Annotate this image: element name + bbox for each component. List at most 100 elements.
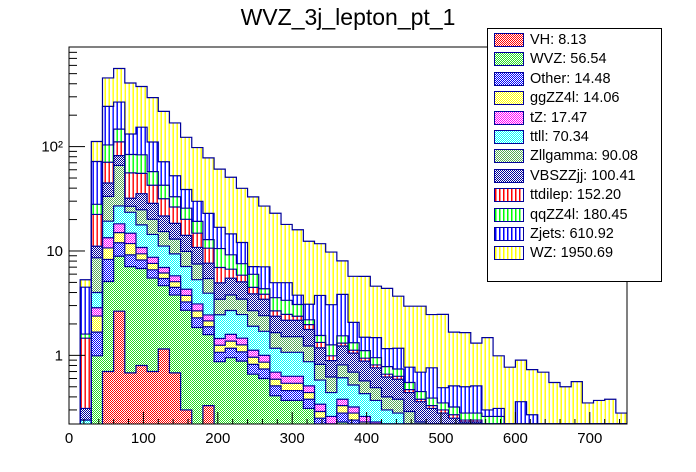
bar-qqzz4l-bin-7: [147, 171, 159, 186]
bar-ttdilep-bin-30: [403, 389, 415, 393]
bar-ttdilep-bin-1: [80, 338, 92, 409]
outline-other: [69, 242, 627, 424]
bar-ttll-bin-1: [80, 420, 92, 424]
bar-zllgamma-bin-9: [169, 239, 181, 254]
bar-ggzz4l-bin-21: [303, 392, 315, 400]
x-tick-label: 100: [131, 430, 156, 447]
bar-vh-bin-9: [169, 372, 181, 424]
bar-zjets-bin-20: [292, 295, 304, 305]
bar-zllgamma-bin-29: [392, 399, 404, 414]
x-tick-label: 300: [280, 430, 305, 447]
bar-vbszzjj-bin-11: [191, 247, 203, 264]
bar-tz-bin-16: [247, 350, 259, 358]
bar-ttll-bin-10: [180, 266, 192, 290]
bar-wz-bin-32: [426, 314, 438, 368]
bar-wz-bin-20: [292, 229, 304, 296]
bar-vbszzjj-bin-23: [325, 360, 337, 378]
bar-wvz-bin-19: [281, 400, 293, 424]
bar-vbszzjj-bin-3: [102, 183, 114, 197]
bar-ttdilep-bin-22: [314, 342, 326, 348]
bar-zllgamma-bin-11: [191, 263, 203, 280]
y-axis: 1 10 10²: [41, 46, 85, 411]
bar-tz-bin-25: [348, 407, 360, 414]
bar-zjets-bin-33: [437, 387, 449, 403]
bar-vh-bin-8: [158, 349, 170, 424]
bar-zjets-bin-16: [247, 266, 259, 275]
bar-qqzz4l-bin-28: [381, 366, 393, 375]
outline-wvz: [69, 255, 627, 424]
bar-ttll-bin-19: [281, 352, 293, 377]
bar-qqzz4l-bin-30: [403, 382, 415, 390]
bar-wvz-bin-2: [91, 355, 103, 424]
bar-zjets-bin-32: [426, 367, 438, 399]
bar-other-bin-9: [169, 287, 181, 296]
bar-ttdilep-bin-7: [147, 185, 159, 204]
bar-wz-bin-45: [571, 381, 583, 424]
legend-label: tZ: 17.47: [530, 109, 588, 126]
legend-label: ttll: 70.34: [530, 129, 589, 145]
outline-ttll: [69, 205, 627, 424]
bar-ttll-bin-14: [225, 310, 237, 335]
bar-vbszzjj-bin-27: [370, 367, 382, 388]
bar-tz-bin-19: [281, 376, 293, 384]
bar-qqzz4l-bin-16: [247, 274, 259, 288]
bar-tz-bin-4: [113, 223, 125, 233]
bar-wz-bin-4: [113, 68, 125, 103]
outline-tz: [69, 223, 627, 424]
bar-vh-bin-4: [113, 311, 125, 424]
outline-vh: [69, 310, 627, 424]
bar-zllgamma-bin-14: [225, 294, 237, 311]
bar-wz-bin-18: [269, 213, 282, 283]
bar-ttdilep-bin-12: [202, 248, 215, 264]
bar-qqzz4l-bin-4: [113, 129, 125, 142]
bar-wz-bin-2: [91, 141, 103, 162]
bar-wz-bin-11: [191, 147, 203, 202]
bar-zjets-bin-18: [269, 282, 282, 298]
bar-zjets-bin-40: [515, 401, 527, 424]
y-tick-label: 10²: [41, 139, 63, 156]
bar-ttll-bin-20: [292, 352, 304, 377]
bar-qqzz4l-bin-18: [269, 297, 282, 311]
bar-zllgamma-bin-6: [135, 209, 148, 225]
bar-zjets-bin-11: [191, 201, 203, 222]
bar-other-bin-2: [91, 332, 103, 356]
bar-ttll-bin-6: [135, 224, 148, 248]
bar-vbszzjj-bin-10: [180, 235, 192, 252]
bar-ttdilep-bin-20: [292, 316, 304, 321]
bar-other-bin-19: [281, 390, 293, 401]
bar-vbszzjj-bin-34: [448, 418, 460, 424]
bar-zjets-bin-36: [470, 385, 482, 414]
bar-vbszzjj-bin-22: [314, 347, 326, 365]
bar-zllgamma-bin-4: [113, 165, 125, 206]
bar-vbszzjj-bin-29: [392, 379, 404, 400]
bar-ttdilep-bin-16: [247, 287, 259, 294]
bar-ttdilep-bin-9: [169, 207, 181, 224]
bar-qqzz4l-bin-14: [225, 254, 237, 270]
x-tick-label: 500: [428, 430, 453, 447]
bar-ggzz4l-bin-14: [225, 341, 237, 349]
outline-wz: [69, 67, 627, 424]
bar-wz-bin-23: [325, 252, 337, 305]
outline-ggzz4l: [69, 232, 627, 424]
bar-other-bin-13: [214, 352, 226, 362]
bar-ggzz4l-bin-26: [359, 421, 371, 424]
bar-ggzz4l-bin-19: [281, 383, 293, 391]
bar-other-bin-5: [124, 254, 136, 267]
bar-zllgamma-bin-12: [202, 278, 215, 294]
bar-zjets-bin-22: [314, 295, 326, 336]
bar-wz-bin-17: [258, 206, 270, 267]
bar-zllgamma-bin-5: [124, 206, 136, 213]
bar-zjets-bin-25: [348, 322, 360, 343]
legend: VH: 8.13 WVZ: 56.54 Other: 14.48 ggZZ4l: 14…: [487, 28, 662, 282]
bar-ttdilep-bin-11: [191, 233, 203, 248]
bar-vbszzjj-bin-32: [426, 408, 438, 424]
bar-ttll-bin-18: [269, 348, 282, 373]
legend-label: qqZZ4l: 180.45: [530, 206, 628, 223]
bar-wvz-bin-21: [303, 408, 315, 424]
bar-vbszzjj-bin-2: [91, 246, 103, 258]
bar-ttdilep-bin-13: [214, 267, 226, 283]
bar-vbszzjj-bin-6: [135, 193, 148, 210]
legend-swatch: [494, 168, 524, 183]
bar-ggzz4l-bin-6: [135, 253, 148, 260]
legend-swatch: [494, 246, 524, 261]
